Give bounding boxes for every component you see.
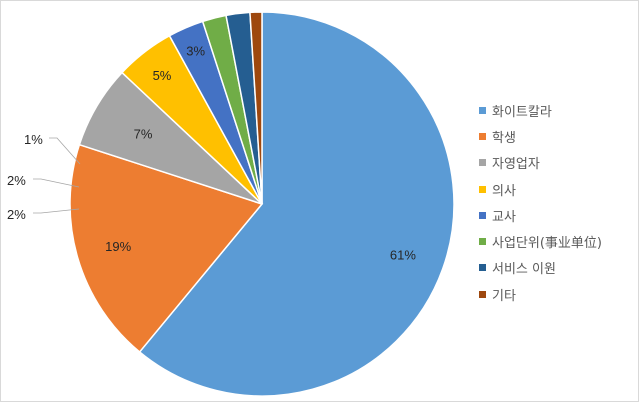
legend-item-3: 자영업자 <box>479 150 602 176</box>
legend-swatch <box>479 159 486 167</box>
legend-swatch <box>479 106 486 114</box>
legend-swatch <box>479 211 486 219</box>
pie-slice-8 <box>249 11 263 205</box>
leader-line-6 <box>33 208 80 214</box>
data-label-8: 1% <box>24 132 43 147</box>
data-label-5: 3% <box>186 44 205 59</box>
legend-label: 자영업자 <box>492 157 540 173</box>
legend-item-2: 학생 <box>479 123 602 149</box>
pie-slice-1 <box>138 11 455 397</box>
legend-label: 기타 <box>492 288 516 304</box>
legend-item-7: 서비스 이원 <box>479 255 602 281</box>
data-label-1: 61% <box>390 248 416 263</box>
legend-swatch <box>479 290 486 298</box>
data-label-3: 7% <box>134 127 153 142</box>
legend-label: 사업단위(事业单位) <box>492 236 602 252</box>
data-label-2: 19% <box>105 239 131 254</box>
legend-swatch <box>479 132 486 140</box>
data-label-7: 2% <box>7 173 26 188</box>
legend-item-1: 화이트칼라 <box>479 97 602 123</box>
legend-label: 교사 <box>492 209 516 225</box>
legend-swatch <box>479 264 486 272</box>
legend-label: 학생 <box>492 130 516 146</box>
leader-line-7 <box>33 178 80 188</box>
legend-item-4: 의사 <box>479 176 602 202</box>
data-label-4: 5% <box>153 68 172 83</box>
legend-label: 의사 <box>492 183 516 199</box>
leader-line-8 <box>49 137 81 165</box>
legend-item-8: 기타 <box>479 281 602 307</box>
legend-label: 화이트칼라 <box>492 104 552 120</box>
legend-label: 서비스 이원 <box>492 262 556 278</box>
data-label-6: 2% <box>7 207 26 222</box>
legend-item-6: 사업단위(事业单位) <box>479 228 602 254</box>
legend-item-5: 교사 <box>479 202 602 228</box>
legend-swatch <box>479 238 486 246</box>
pie-slice-2 <box>69 143 264 353</box>
legend-swatch <box>479 185 486 193</box>
